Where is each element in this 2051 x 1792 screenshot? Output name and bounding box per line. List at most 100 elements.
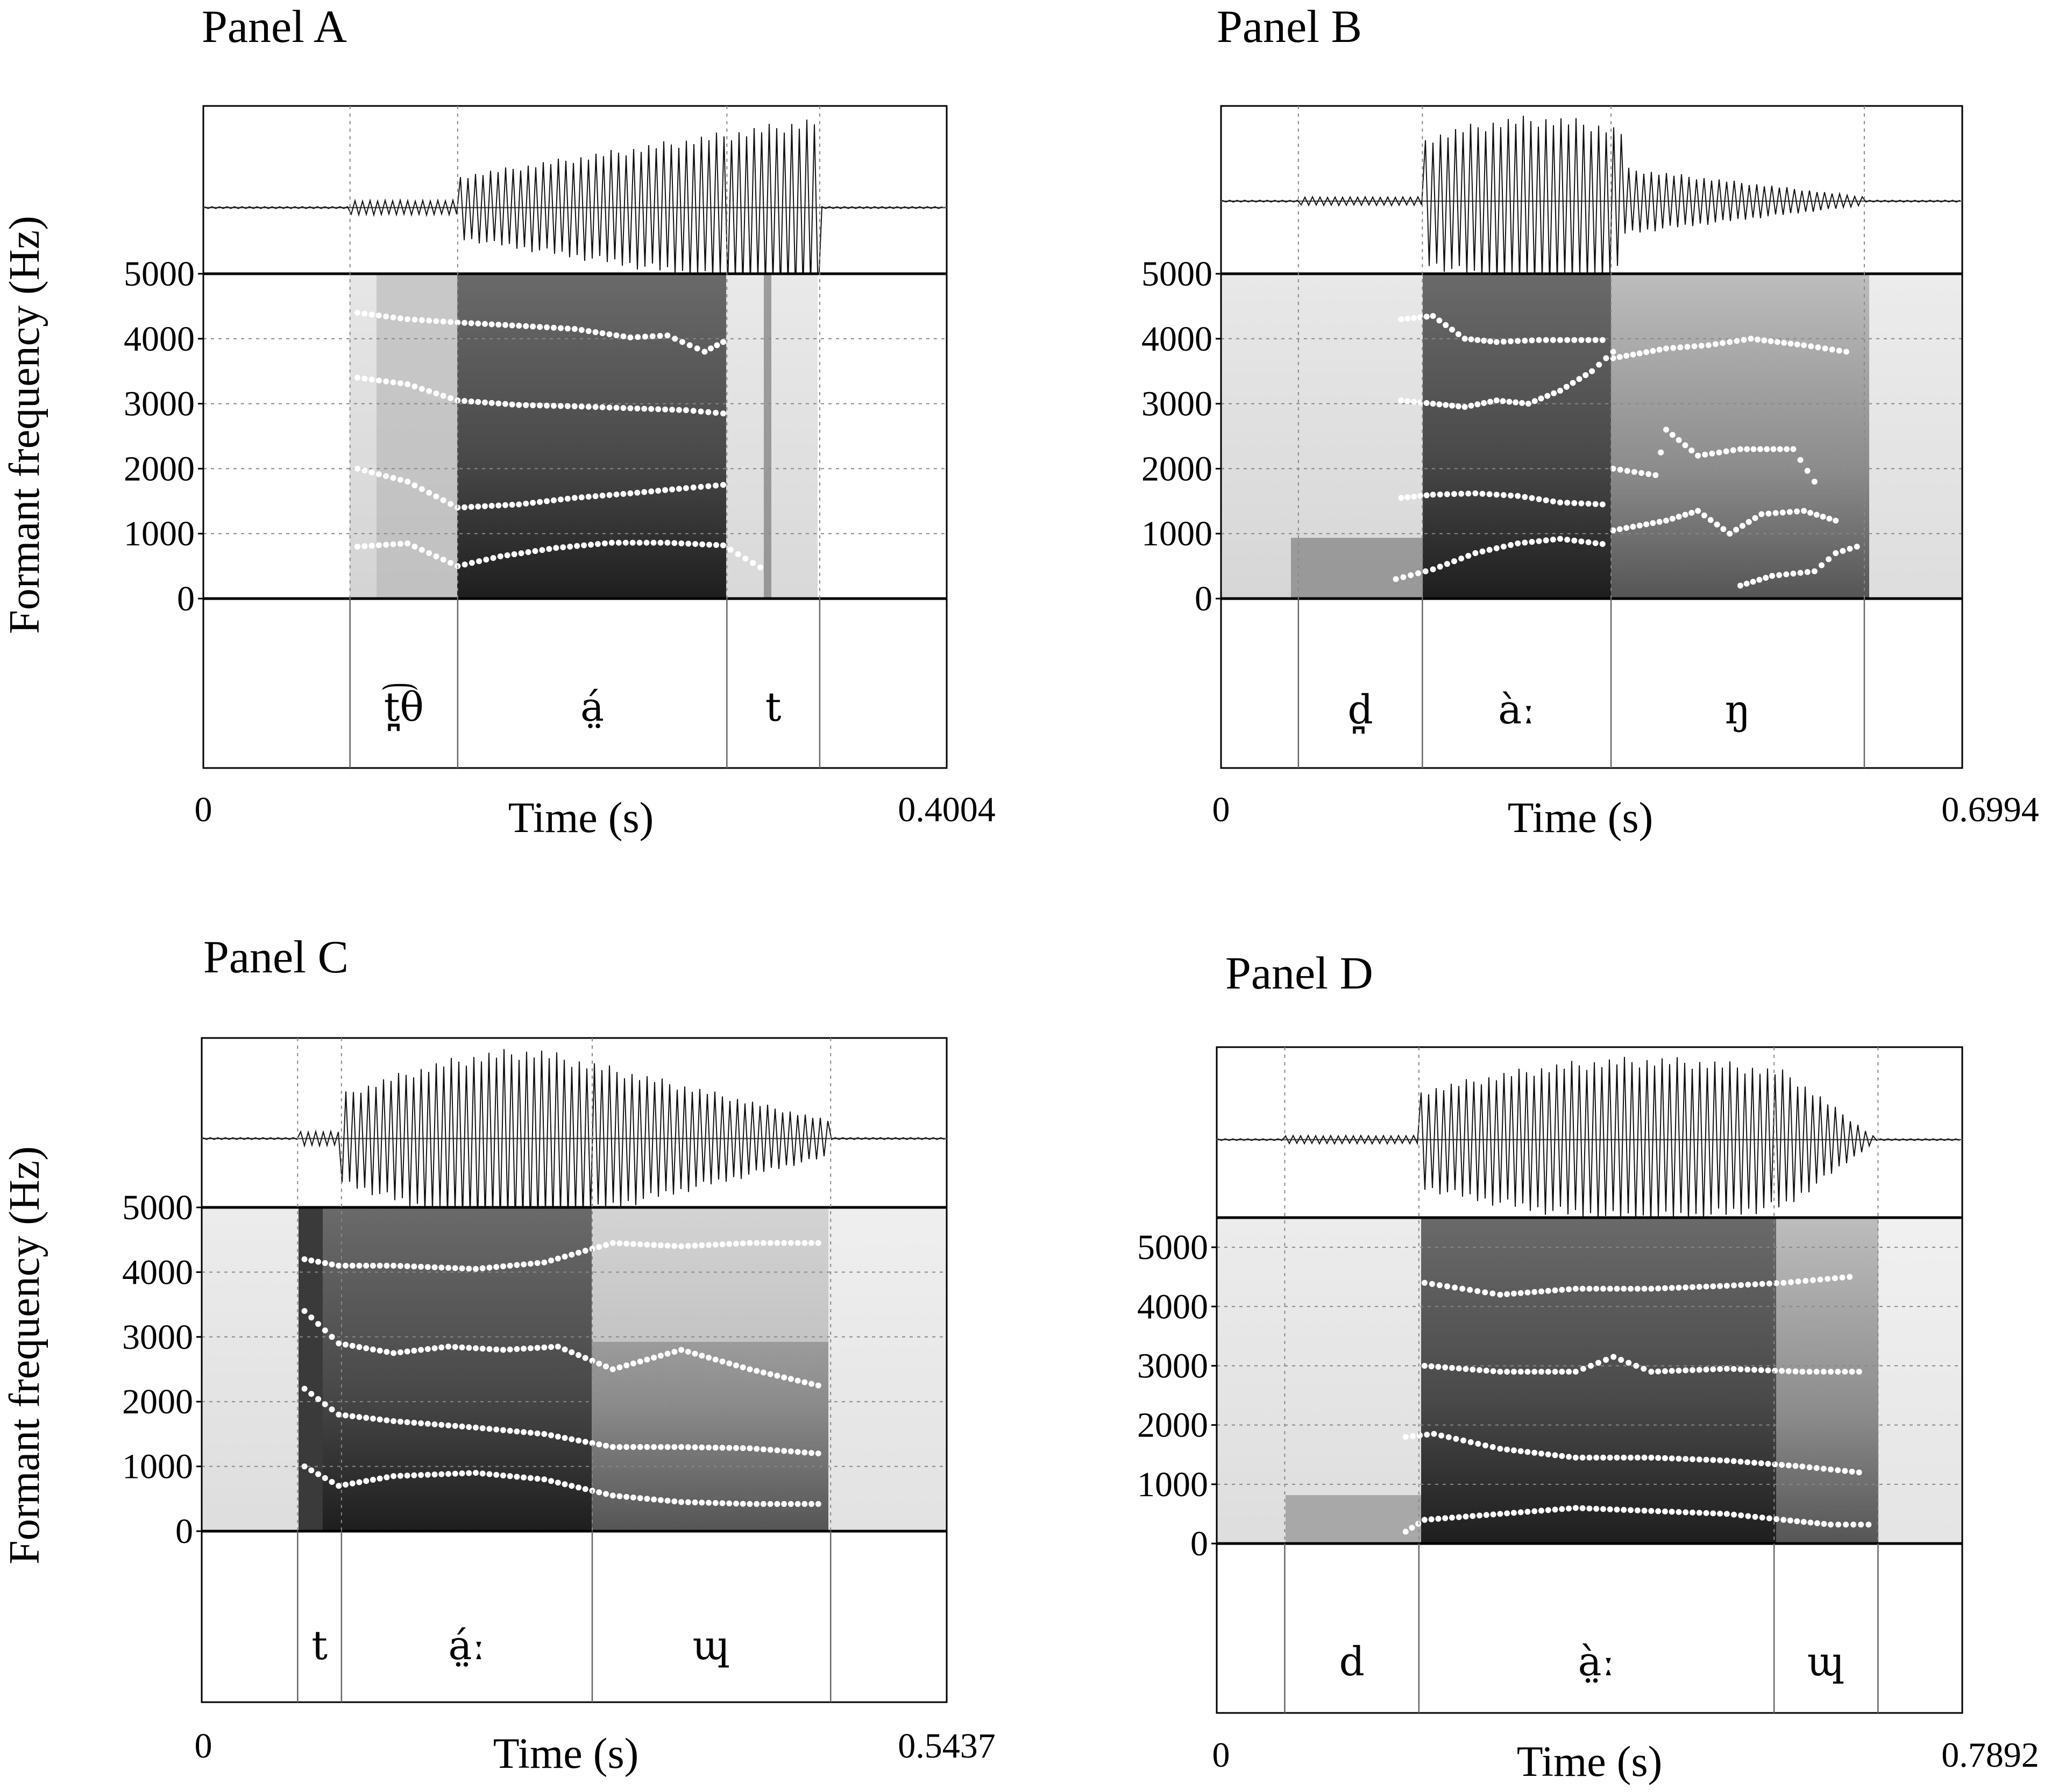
formant-point [767, 1501, 773, 1507]
x-axis-title: Time (s) [493, 1730, 638, 1777]
formant-point [1710, 1457, 1716, 1463]
formant-point [1688, 447, 1695, 454]
formant-point [592, 329, 599, 336]
formant-point [596, 1243, 602, 1250]
formant-point [794, 1501, 801, 1507]
formant-point [1645, 471, 1652, 477]
formant-point [1508, 492, 1514, 499]
formant-point [502, 401, 508, 407]
formant-point [370, 1346, 376, 1353]
formant-point [676, 486, 682, 492]
formant-point [1787, 1517, 1793, 1524]
formant-point [404, 540, 411, 546]
formant-point [1552, 1368, 1558, 1375]
formant-point [1398, 316, 1404, 323]
formant-point [1579, 1505, 1586, 1511]
formant-point [569, 1436, 575, 1442]
formant-point [1443, 322, 1449, 328]
formant-point [1475, 1441, 1481, 1447]
formant-point [397, 315, 403, 322]
formant-point [481, 399, 488, 406]
formant-point [1758, 1460, 1764, 1467]
formant-point [1717, 1510, 1723, 1517]
formant-point [1779, 509, 1786, 516]
formant-point [391, 1473, 397, 1480]
formant-point [644, 1356, 650, 1363]
formant-point [1676, 514, 1682, 520]
formant-point [1545, 1507, 1551, 1513]
formant-point [582, 1486, 588, 1492]
formant-point [637, 1359, 643, 1365]
segment-label: d̪ [1347, 687, 1373, 734]
formant-point [534, 1475, 541, 1482]
formant-tracks [1402, 1274, 1872, 1535]
formant-point [726, 1445, 733, 1451]
formant-point [390, 541, 396, 547]
y-tick-label: 1000 [122, 1447, 193, 1487]
formant-point [1794, 508, 1800, 515]
formant-point [1430, 492, 1436, 498]
formant-point [431, 1264, 438, 1270]
formant-point [1417, 314, 1423, 321]
formant-point [541, 1431, 548, 1437]
formant-point [1409, 1433, 1416, 1439]
formant-point [500, 1472, 506, 1478]
formant-point [1500, 543, 1507, 550]
formant-point [1436, 401, 1443, 408]
formant-point [424, 1264, 431, 1270]
formant-point [555, 1343, 561, 1350]
formant-point [370, 1476, 376, 1483]
formant-point [336, 1262, 342, 1269]
waveform-trace [1222, 116, 1961, 287]
formant-point [469, 560, 475, 566]
formant-point [1786, 509, 1793, 515]
segment-label: ɰ [693, 1623, 730, 1669]
formant-point [1779, 1368, 1785, 1374]
formant-point [397, 477, 403, 483]
formant-point [1638, 470, 1645, 476]
formant-point [557, 325, 564, 331]
formant-point [1580, 1366, 1586, 1372]
formant-point [433, 553, 439, 559]
formant-point [1415, 570, 1421, 577]
formant-point [685, 1243, 691, 1249]
formant-point [472, 1470, 479, 1476]
formant-point [1662, 1508, 1668, 1514]
formant-point [1750, 446, 1757, 452]
formant-point [426, 550, 432, 556]
formant-point [651, 1496, 657, 1503]
formant-point [504, 552, 510, 559]
formant-point [1607, 1506, 1613, 1512]
formant-point [493, 1426, 500, 1433]
formant-point [383, 378, 389, 385]
formant-point [606, 331, 613, 337]
formant-point [1670, 345, 1677, 351]
formant-point [479, 1470, 486, 1477]
formant-point [1398, 495, 1404, 501]
formant-point [1596, 361, 1602, 368]
formant-point [1787, 1279, 1794, 1285]
formant-point [468, 504, 474, 510]
segment-label: t̪͡θ [382, 683, 424, 731]
formant-point [308, 1467, 315, 1474]
formant-point [712, 1500, 719, 1506]
formant-point [1727, 339, 1733, 345]
formant-point [1470, 1366, 1476, 1373]
formant-point [1801, 508, 1807, 514]
formant-point [1634, 1285, 1641, 1292]
formant-point [747, 1366, 753, 1373]
formant-point [521, 1474, 527, 1481]
formant-point [452, 1423, 458, 1429]
formant-point [719, 1445, 726, 1451]
formant-point [1688, 510, 1695, 516]
formant-point [1500, 338, 1507, 345]
formant-point [740, 1501, 746, 1507]
formant-point [349, 1262, 356, 1269]
formant-point [712, 1445, 719, 1451]
formant-point [375, 312, 382, 319]
formant-point [1854, 543, 1860, 550]
formant-point [1858, 1521, 1864, 1528]
formant-point [578, 327, 585, 333]
formant-point [1847, 1274, 1853, 1280]
formant-point [719, 1500, 726, 1506]
